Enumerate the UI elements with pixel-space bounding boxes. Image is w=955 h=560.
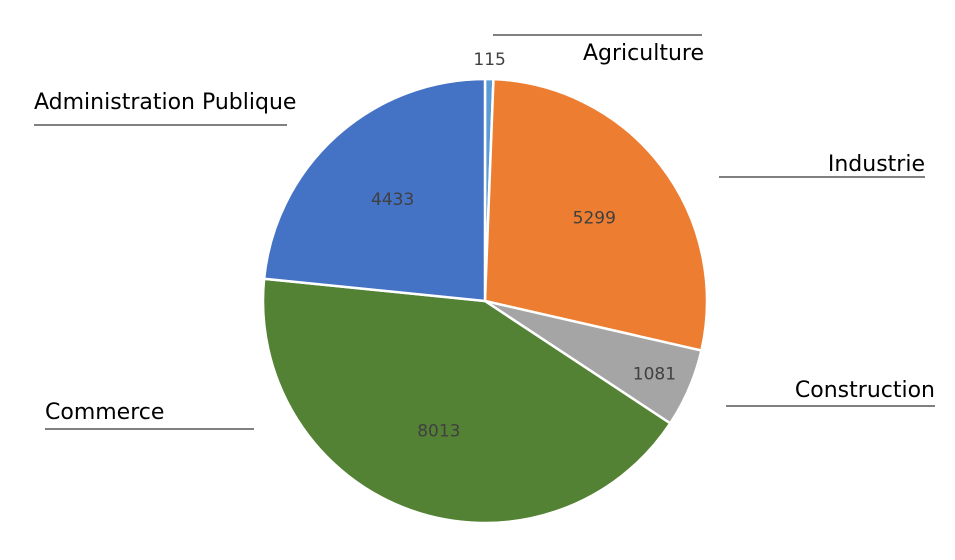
value-label-administration-publique: 4433 <box>371 190 414 210</box>
category-label-industrie: Industrie <box>828 152 925 177</box>
value-labels: 115 5299 1081 8013 4433 <box>371 50 676 442</box>
pie-slices <box>261 77 709 525</box>
value-label-agriculture: 115 <box>473 50 505 70</box>
value-label-industrie: 5299 <box>573 208 616 228</box>
category-label-commerce: Commerce <box>45 400 164 425</box>
pie-slice-industrie <box>483 77 709 353</box>
value-label-commerce: 8013 <box>417 422 460 442</box>
pie-slice-administration-publique <box>262 77 487 303</box>
pie-slice-commerce <box>261 277 672 525</box>
category-labels: Agriculture Industrie Construction Commerce… <box>34 34 935 430</box>
category-label-agriculture: Agriculture <box>583 41 704 66</box>
category-label-administration-publique: Administration Publique <box>34 90 296 115</box>
value-label-construction: 1081 <box>633 365 676 385</box>
category-label-construction: Construction <box>795 378 935 403</box>
